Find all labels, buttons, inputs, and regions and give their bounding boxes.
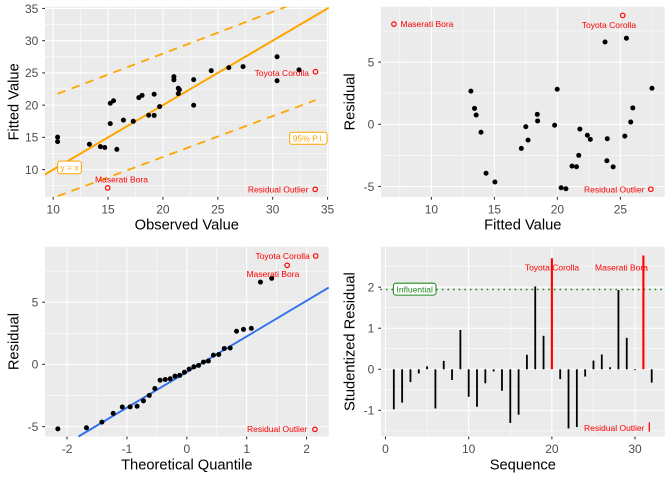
svg-text:Theoretical Quantile: Theoretical Quantile xyxy=(121,457,252,473)
svg-text:Maserati Bora: Maserati Bora xyxy=(401,19,454,29)
svg-text:25: 25 xyxy=(211,203,225,217)
svg-text:Maserati Bora: Maserati Bora xyxy=(246,269,299,279)
svg-text:10: 10 xyxy=(425,203,439,217)
svg-text:Fitted Value: Fitted Value xyxy=(7,63,23,140)
svg-text:-5: -5 xyxy=(28,420,39,434)
svg-text:Residual Outlier: Residual Outlier xyxy=(584,184,645,194)
svg-text:20: 20 xyxy=(156,203,170,217)
svg-text:y = x: y = x xyxy=(60,163,79,173)
svg-text:0: 0 xyxy=(368,118,375,132)
svg-text:-1: -1 xyxy=(364,404,375,418)
svg-text:Fitted Value: Fitted Value xyxy=(484,217,561,233)
svg-text:Residual: Residual xyxy=(7,313,23,370)
svg-text:Residual Outlier: Residual Outlier xyxy=(584,423,645,433)
svg-text:1: 1 xyxy=(243,442,250,456)
svg-text:Toyota Corolla: Toyota Corolla xyxy=(255,251,310,261)
svg-text:20: 20 xyxy=(545,442,559,456)
svg-text:Toyota Corolla: Toyota Corolla xyxy=(525,263,580,273)
svg-text:Toyota Corolla: Toyota Corolla xyxy=(582,20,637,30)
svg-text:Residual Outlier: Residual Outlier xyxy=(248,184,309,194)
svg-text:95% P.I.: 95% P.I. xyxy=(293,133,324,143)
svg-text:20: 20 xyxy=(551,203,565,217)
svg-text:Influential: Influential xyxy=(397,284,433,294)
svg-text:Observed Value: Observed Value xyxy=(135,217,239,233)
svg-text:Toyota Corolla: Toyota Corolla xyxy=(255,68,310,78)
svg-text:5: 5 xyxy=(32,296,39,310)
svg-text:Maserati Bora: Maserati Bora xyxy=(595,263,648,273)
svg-text:2: 2 xyxy=(303,442,310,456)
svg-text:Residual Outlier: Residual Outlier xyxy=(247,424,308,434)
svg-text:25: 25 xyxy=(25,66,39,80)
svg-text:15: 15 xyxy=(488,203,502,217)
svg-text:-5: -5 xyxy=(364,180,375,194)
svg-text:30: 30 xyxy=(25,34,39,48)
svg-text:0: 0 xyxy=(382,442,389,456)
svg-text:10: 10 xyxy=(25,163,39,177)
svg-text:5: 5 xyxy=(368,55,375,69)
svg-text:0: 0 xyxy=(368,363,375,377)
svg-text:-1: -1 xyxy=(122,442,133,456)
svg-text:25: 25 xyxy=(614,203,628,217)
svg-text:30: 30 xyxy=(628,442,642,456)
svg-text:Studentized Residual: Studentized Residual xyxy=(343,272,359,411)
svg-text:30: 30 xyxy=(266,203,280,217)
svg-text:Sequence: Sequence xyxy=(490,457,556,473)
svg-text:10: 10 xyxy=(47,203,61,217)
svg-text:-2: -2 xyxy=(62,442,73,456)
svg-text:1: 1 xyxy=(368,322,375,336)
svg-text:0: 0 xyxy=(183,442,190,456)
svg-text:15: 15 xyxy=(101,203,115,217)
svg-text:2: 2 xyxy=(368,280,375,294)
svg-text:Maserati Bora: Maserati Bora xyxy=(95,175,148,185)
svg-text:15: 15 xyxy=(25,131,39,145)
svg-text:Residual: Residual xyxy=(343,73,359,130)
svg-text:35: 35 xyxy=(321,203,335,217)
svg-text:0: 0 xyxy=(32,358,39,372)
svg-text:35: 35 xyxy=(25,2,39,16)
svg-text:20: 20 xyxy=(25,98,39,112)
svg-text:10: 10 xyxy=(462,442,476,456)
